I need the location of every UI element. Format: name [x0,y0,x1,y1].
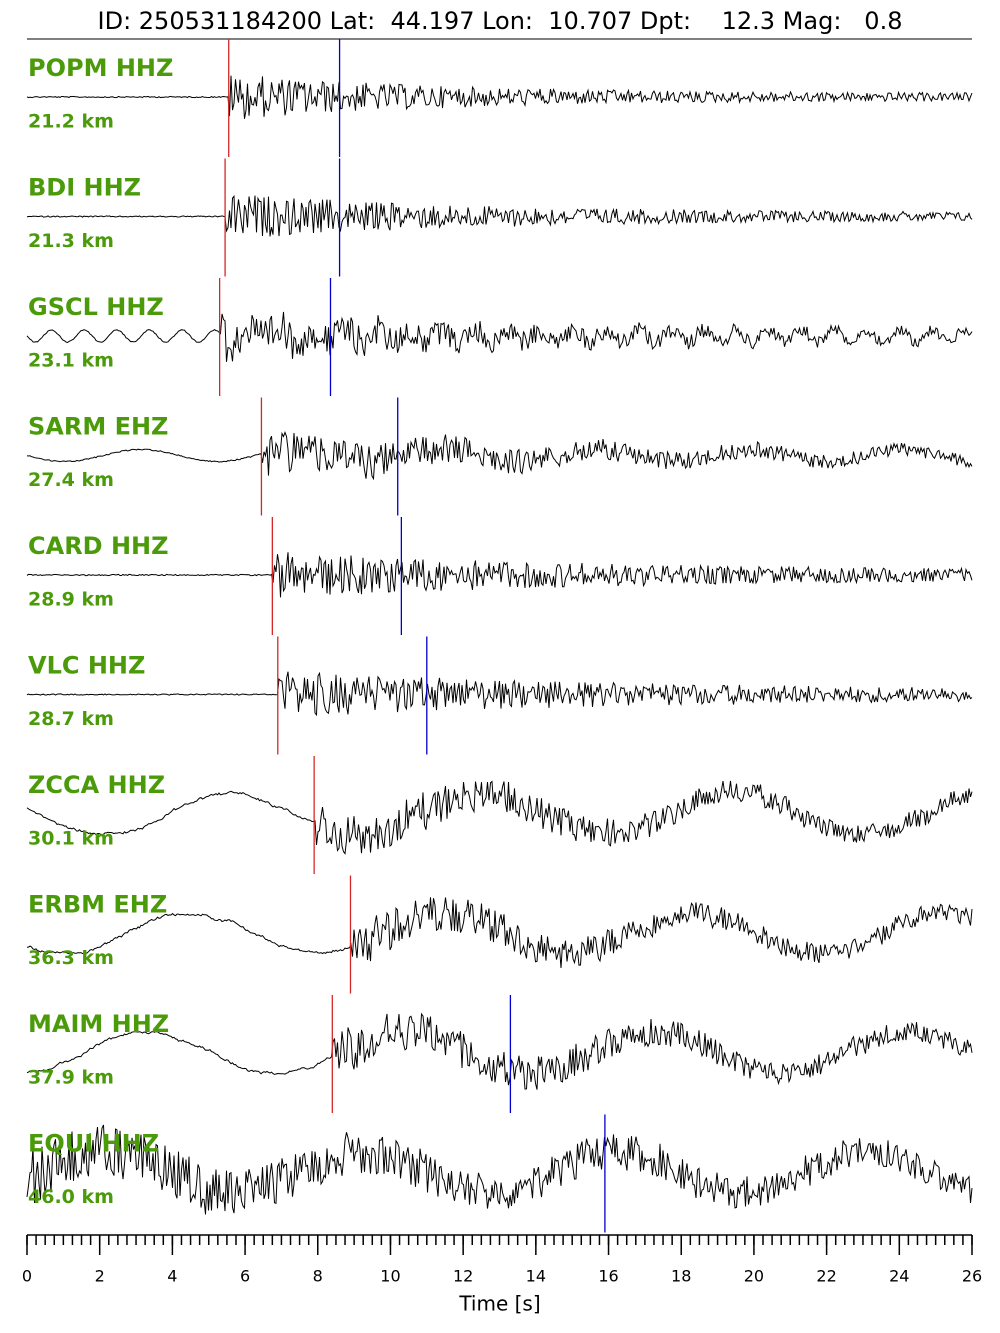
station-distance: 21.2 km [28,111,114,133]
x-tick-label: 16 [598,1267,618,1286]
x-tick-label: 8 [313,1267,323,1286]
waveform [26,311,973,362]
x-tick-label: 0 [22,1267,32,1286]
x-tick-label: 22 [816,1267,836,1286]
x-tick-label: 26 [962,1267,982,1286]
station-distance: 46.0 km [28,1186,114,1208]
waveform [26,897,973,969]
chart-title: ID: 250531184200 Lat: 44.197 Lon: 10.707… [98,7,903,35]
station-distance: 37.9 km [28,1067,114,1089]
waveform [26,671,973,717]
station-distance: 21.3 km [28,230,114,252]
x-tick-label: 4 [167,1267,177,1286]
x-tick-label: 2 [95,1267,105,1286]
waveform [26,194,973,237]
waveform [26,780,973,855]
station-name: ERBM EHZ [28,891,167,919]
x-tick-label: 12 [453,1267,473,1286]
station-distance: 36.3 km [28,947,114,969]
waveform [26,552,973,598]
x-tick-label: 18 [671,1267,691,1286]
station-name: GSCL HHZ [28,293,164,321]
station-distance: 30.1 km [28,828,114,850]
waveform [26,430,973,481]
station-name: MAIM HHZ [28,1010,169,1038]
x-tick-label: 14 [526,1267,546,1286]
x-tick-label: 6 [240,1267,250,1286]
station-name: ZCCA HHZ [28,771,165,799]
station-distance: 28.9 km [28,589,114,611]
station-distance: 23.1 km [28,350,114,372]
waveform [26,1124,973,1215]
station-name: CARD HHZ [28,532,169,560]
station-name: POPM HHZ [28,54,173,82]
station-name: SARM EHZ [28,413,168,441]
x-axis-label: Time [s] [458,1292,540,1316]
x-tick-label: 20 [744,1267,764,1286]
station-name: BDI HHZ [28,174,141,202]
x-tick-label: 10 [380,1267,400,1286]
station-distance: 27.4 km [28,469,114,491]
station-name: EQUI HHZ [28,1130,159,1158]
x-tick-label: 24 [889,1267,909,1286]
waveform [26,75,973,119]
station-distance: 28.7 km [28,708,114,730]
waveform [26,1012,973,1090]
station-name: VLC HHZ [28,652,145,680]
